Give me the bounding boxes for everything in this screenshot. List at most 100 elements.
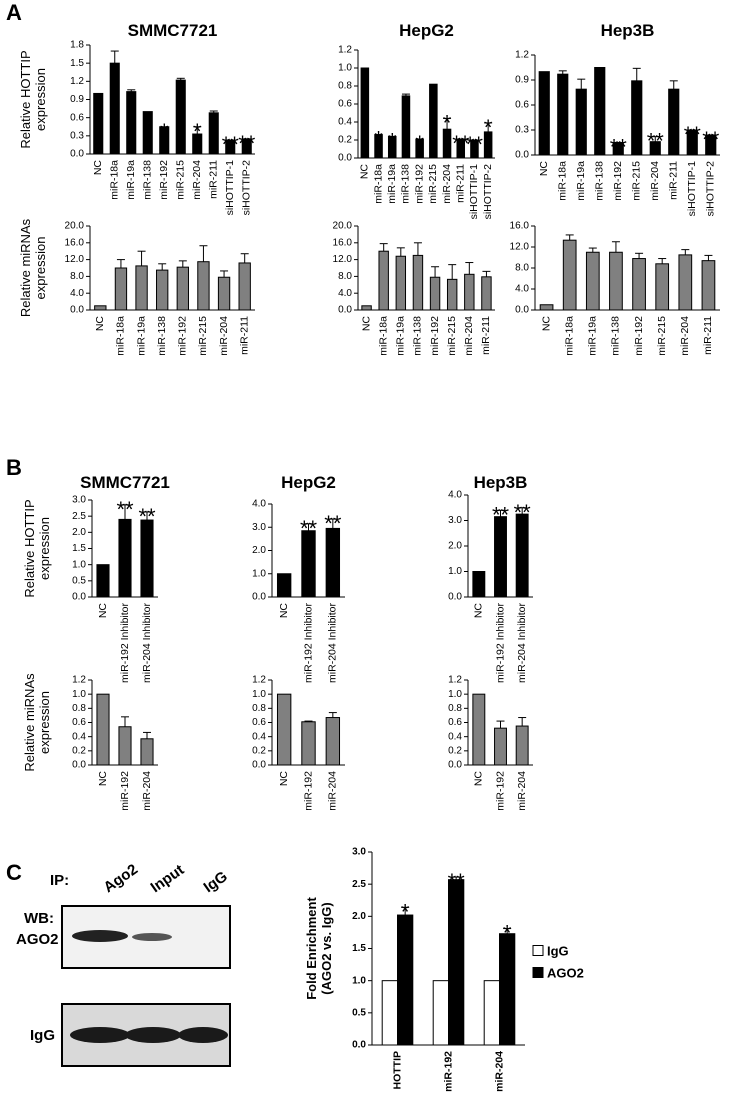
blot-band bbox=[125, 1027, 181, 1043]
x-tick-label: siHOTTIP-1 bbox=[224, 160, 236, 216]
x-tick-label: miR-18a bbox=[377, 316, 389, 356]
significance-label: * bbox=[415, 131, 424, 156]
y-axis-label: expression bbox=[33, 68, 48, 131]
error-bar bbox=[127, 89, 136, 92]
error-bar bbox=[452, 876, 461, 880]
chart-title: HepG2 bbox=[399, 21, 454, 40]
significance-label: ** bbox=[684, 122, 702, 147]
error-bar bbox=[240, 253, 249, 263]
x-tick-label: miR-138 bbox=[156, 316, 168, 356]
y-tick-label: 16.0 bbox=[333, 237, 353, 248]
bar bbox=[470, 139, 479, 159]
error-bar bbox=[484, 122, 493, 132]
y-tick-label: 0.4 bbox=[252, 731, 266, 742]
x-tick-label: NC bbox=[540, 316, 552, 332]
y-tick-label: 1.8 bbox=[70, 40, 84, 51]
bar bbox=[378, 250, 389, 311]
bar bbox=[176, 266, 189, 311]
error-bar bbox=[669, 80, 678, 90]
blot-lane-label: IgG bbox=[201, 868, 231, 896]
bar bbox=[374, 134, 383, 159]
x-tick-label: miR-138 bbox=[610, 316, 622, 356]
bar bbox=[325, 717, 341, 766]
y-tick-label: 1.2 bbox=[252, 675, 266, 686]
bar bbox=[429, 83, 438, 159]
bar bbox=[686, 129, 698, 156]
panel-label: A bbox=[6, 0, 22, 25]
blot-wb-label: WB: bbox=[24, 910, 54, 927]
legend-label: AGO2 bbox=[547, 966, 584, 981]
x-tick-label: miR-215 bbox=[175, 160, 187, 200]
significance-label: ** bbox=[324, 511, 342, 536]
y-tick-label: 0.8 bbox=[252, 703, 266, 714]
y-tick-label: 1.5 bbox=[352, 943, 366, 954]
y-tick-label: 1.0 bbox=[252, 689, 266, 700]
bar bbox=[448, 879, 465, 1046]
x-tick-label: miR-18a bbox=[557, 161, 569, 201]
bar bbox=[557, 73, 569, 156]
bar bbox=[238, 262, 251, 311]
bar bbox=[276, 573, 292, 598]
x-tick-label: miR-138 bbox=[412, 316, 424, 356]
legend-swatch bbox=[532, 967, 544, 978]
bar bbox=[387, 135, 397, 159]
y-tick-label: 0.2 bbox=[72, 745, 86, 756]
blot-band bbox=[72, 930, 128, 942]
x-tick-label: miR-18a bbox=[115, 316, 127, 356]
y-tick-label: 0.2 bbox=[338, 135, 352, 146]
bar bbox=[678, 254, 693, 311]
bar bbox=[456, 138, 466, 159]
bar bbox=[135, 265, 148, 311]
bar bbox=[472, 571, 486, 598]
y-tick-label: 0.8 bbox=[338, 81, 352, 92]
bar bbox=[360, 67, 370, 159]
error-bar bbox=[681, 249, 690, 255]
error-bar bbox=[137, 250, 146, 266]
x-tick-label: miR-204 bbox=[141, 771, 153, 811]
y-tick-label: 0.6 bbox=[515, 100, 529, 111]
y-tick-label: 2.0 bbox=[252, 545, 266, 556]
significance-label: ** bbox=[238, 131, 256, 156]
blot-row-label: AGO2 bbox=[16, 931, 59, 948]
y-tick-label: 0.4 bbox=[72, 731, 86, 742]
bar bbox=[301, 721, 316, 766]
y-tick-label: 4.0 bbox=[338, 288, 352, 299]
x-tick-label: miR-204 bbox=[441, 164, 453, 204]
error-bar bbox=[401, 906, 410, 916]
bar bbox=[539, 304, 554, 311]
y-axis-label: (AGO2 vs. IgG) bbox=[319, 902, 334, 994]
bar bbox=[612, 142, 624, 156]
bar bbox=[156, 269, 169, 311]
significance-label: * bbox=[503, 921, 512, 946]
x-tick-label: miR-192 bbox=[633, 316, 645, 356]
y-tick-label: 1.0 bbox=[252, 568, 266, 579]
y-axis-label: Relative miRNAs bbox=[22, 673, 37, 772]
bar bbox=[609, 251, 623, 311]
y-tick-label: 0.4 bbox=[448, 731, 462, 742]
blot-band bbox=[132, 933, 172, 941]
error-bar bbox=[304, 720, 313, 722]
x-tick-label: miR-204 bbox=[516, 771, 528, 811]
error-bar bbox=[448, 264, 457, 280]
x-tick-label: miR-204 Inhibitor bbox=[327, 603, 339, 683]
bar bbox=[381, 980, 399, 1046]
x-tick-label: miR-138 bbox=[400, 164, 412, 204]
error-bar bbox=[496, 720, 505, 729]
y-tick-label: 0.6 bbox=[70, 112, 84, 123]
bar bbox=[361, 305, 372, 311]
y-tick-label: 20.0 bbox=[65, 221, 85, 232]
y-tick-label: 12.0 bbox=[510, 242, 530, 253]
y-tick-label: 3.0 bbox=[352, 847, 366, 858]
y-tick-label: 4.0 bbox=[515, 284, 529, 295]
y-tick-label: 2.5 bbox=[352, 879, 366, 890]
x-tick-label: NC bbox=[94, 316, 106, 332]
bar bbox=[225, 139, 236, 155]
y-tick-label: 0.6 bbox=[448, 717, 462, 728]
x-tick-label: miR-211 bbox=[238, 316, 250, 355]
bar bbox=[217, 276, 231, 311]
y-tick-label: 0.0 bbox=[352, 1040, 366, 1051]
x-tick-label: NC bbox=[92, 160, 104, 176]
bar bbox=[701, 260, 716, 311]
x-tick-label: miR-192 Inhibitor bbox=[302, 603, 314, 683]
significance-label: * bbox=[401, 899, 410, 924]
